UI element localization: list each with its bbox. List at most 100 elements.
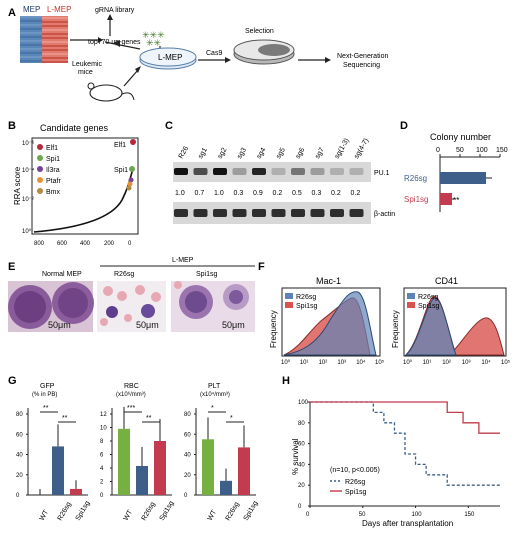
d-xtick: 50 (456, 147, 464, 154)
pu1-quant-values: 1.0 0.7 1.0 0.3 0.9 0.2 0.5 0.3 0.2 0.2 (175, 190, 360, 197)
grna-virus-icon: ✳✳✳ ✳✳ (142, 30, 165, 48)
actin-band (252, 209, 266, 217)
pu1-value: 0.2 (351, 190, 361, 197)
lmep-label: L-MEP (47, 5, 71, 14)
g-ytick: 10 (100, 426, 107, 432)
legend-bmx: Bmx (46, 189, 61, 196)
rra-score-label: RRA score (13, 166, 22, 205)
g-sig-2: ** (146, 415, 152, 422)
g-ytick: 40 (16, 453, 23, 459)
panel-e: E Normal MEP L-MEP R26sg Spi1sg 50μm 50μ… (8, 257, 255, 332)
actin-label: β-actin (374, 211, 395, 218)
g-sig-2: ** (62, 415, 68, 422)
g-chart-title: PLT (208, 383, 221, 390)
actin-band (310, 209, 325, 217)
g-ytick: 0 (184, 493, 188, 499)
pu1-value: 0.7 (195, 190, 205, 197)
g-ytick: 80 (184, 412, 191, 418)
ptafr-dot (127, 181, 133, 187)
pu1-band (271, 168, 286, 175)
lane-label: R26 (178, 145, 191, 160)
pu1-value: 0.3 (312, 190, 322, 197)
svg-text:✳✳✳: ✳✳✳ (142, 30, 165, 40)
f-xtick: 10³ (337, 360, 346, 366)
g-bar (238, 447, 250, 495)
f-xtick: 10² (442, 360, 451, 366)
scale-spi1: 50μm (222, 320, 245, 330)
g-chart-subtitle: (x10⁴/mm³) (200, 391, 230, 398)
g-sig-1: * (211, 405, 214, 412)
g-bar (118, 428, 130, 495)
h-ytick: 0 (298, 504, 302, 510)
pu1-band (193, 168, 208, 175)
d-xtick: 100 (476, 147, 488, 154)
d-xtick: 0 (436, 147, 440, 154)
g-bar (202, 439, 214, 495)
g-sig-1: *** (127, 405, 135, 412)
panel-a: A MEP L-MEP top770 up-genes gRNA library… (8, 5, 388, 102)
lane-label: sg4 (256, 147, 268, 160)
f-legend-r26-1: R26sg (296, 294, 316, 301)
legend-ptafr: Ptafr (46, 178, 61, 185)
panel-c: C R26 sg1 sg2 sg3 sg4 sg5 sg6 sg7 sg(1-3) sg(4-7)… (165, 120, 395, 224)
lane-label: sg3 (236, 147, 248, 160)
h-ytick: 60 (298, 442, 305, 448)
colony-category: Spi1sg (404, 195, 428, 204)
panel-label-a: A (8, 7, 16, 19)
pu1-value: 1.0 (175, 190, 185, 197)
cd41-r26-histogram (404, 297, 457, 356)
pu1-value: 0.2 (331, 190, 341, 197)
h-legend-spi1: Spi1sg (345, 489, 367, 496)
g-ytick: 60 (184, 432, 191, 438)
pu1-band (232, 168, 247, 175)
pu1-band (330, 168, 344, 175)
pu1-blot (173, 162, 371, 182)
panel-label-b: B (8, 120, 16, 132)
scale-r26: 50μm (136, 320, 159, 330)
g-category: Spi1sg (243, 500, 260, 522)
g-category: R26sg (57, 501, 73, 522)
f-xtick: 10⁴ (481, 359, 491, 366)
actin-band (271, 209, 286, 217)
elf1-dot (130, 139, 136, 145)
f-xtick: 10⁰ (281, 359, 291, 366)
f-xtick: 10⁴ (356, 359, 366, 366)
g-category: WT (123, 508, 135, 522)
g-ytick: 12 (100, 412, 107, 418)
legend-elf1: Elf1 (46, 145, 58, 152)
colony-title: Colony number (430, 132, 491, 142)
lane-label: sg(4-7) (353, 137, 370, 160)
ngs-label-1: Next-Generation (337, 53, 388, 60)
ytick-b-1: 10⁻⁶ (22, 140, 35, 147)
panel-label-c: C (165, 120, 173, 132)
g-category: WT (207, 508, 219, 522)
g-bar (70, 488, 82, 495)
cd41-title: CD41 (435, 276, 458, 286)
g-ytick: 0 (16, 493, 20, 499)
survival-stat: (n=10, p<0.005) (330, 467, 380, 474)
g-ytick: 4 (100, 466, 104, 472)
legend-il3ra: Il3ra (46, 167, 60, 174)
h-xtick: 100 (412, 512, 423, 518)
f-xtick: 10² (319, 360, 328, 366)
f-xtick: 10⁰ (403, 359, 413, 366)
scale-normal: 50μm (48, 320, 71, 330)
panel-f: F Mac-1 CD41 Frequency Frequency R26sg S… (258, 261, 511, 366)
h-ytick: 80 (298, 421, 305, 427)
g-sig-2: * (230, 415, 233, 422)
xtick-b-1: 800 (34, 241, 45, 247)
h-ytick: 20 (298, 483, 305, 489)
mice-label: mice (78, 69, 93, 76)
g-ytick: 80 (16, 412, 23, 418)
actin-band (330, 209, 344, 217)
mep-label: MEP (23, 5, 40, 14)
ytick-b-4: 10⁰ (22, 228, 32, 235)
colony-category: R26sg (404, 174, 427, 183)
grna-library-label: gRNA library (95, 7, 135, 14)
g-ytick: 6 (100, 453, 104, 459)
legend-spi1: Spi1 (46, 156, 60, 163)
colony-bar (440, 172, 486, 184)
micrograph-spi1sg: 50μm (171, 281, 255, 332)
ytick-b-3: 10⁻² (22, 197, 34, 203)
